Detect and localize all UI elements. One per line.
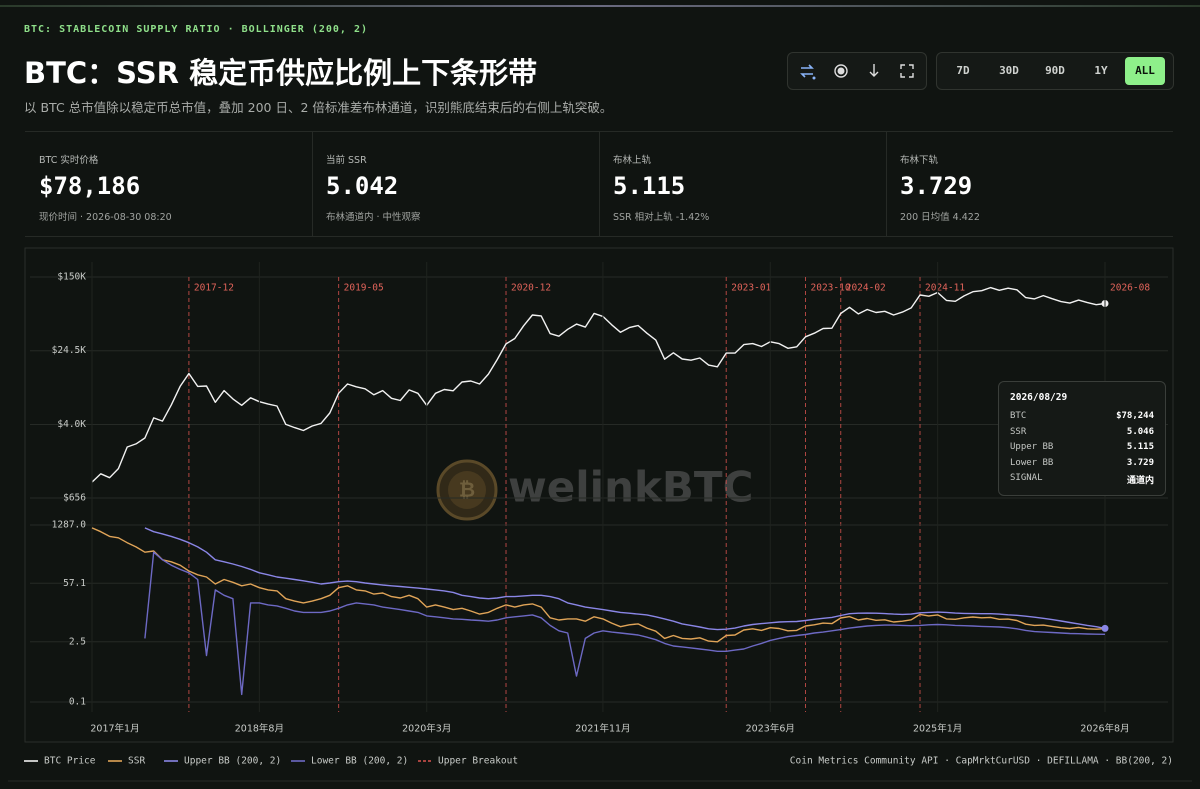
legend-label: Lower BB (200, 2): [311, 756, 408, 767]
x-tick-label: 2017年1月: [90, 723, 139, 735]
y-tick-label: $150K: [57, 272, 86, 283]
series-line: [91, 286, 1106, 483]
chart-panel: [24, 247, 1174, 743]
tooltip-row: SSR 5.046: [1010, 427, 1154, 441]
legend-label: Upper Breakout: [438, 756, 518, 767]
page-title: BTC：SSR 稳定币供应比例上下条形带: [24, 56, 538, 90]
fullscreen-icon[interactable]: [898, 62, 916, 80]
stat-card: 当前 SSR 5.042 布林通道内 · 中性观察: [312, 132, 600, 236]
stat-card: 布林上轨 5.115 SSR 相对上轨 -1.42%: [599, 132, 887, 236]
download-icon[interactable]: [865, 62, 883, 80]
last-point: [1101, 624, 1109, 632]
tooltip-value: 5.046: [1126, 426, 1154, 437]
source-note: Coin Metrics Community API · CapMrktCurU…: [790, 756, 1173, 767]
y-tick-label: 2.5: [69, 636, 86, 647]
series-line: [144, 527, 1106, 631]
x-tick-label: 2025年1月: [913, 723, 962, 735]
toolbar: [787, 52, 927, 90]
legend-label: BTC Price: [44, 756, 96, 767]
range-button[interactable]: 1Y: [1094, 64, 1108, 77]
tooltip-value: 通道内: [1126, 476, 1154, 486]
stat-note: 现价时间 · 2026-08-30 08:20: [39, 212, 172, 223]
watermark-text: welinkBTC: [508, 463, 753, 512]
stat-value: 5.115: [613, 172, 686, 200]
tooltip-label: Upper BB: [1010, 442, 1054, 452]
tooltip-label: Lower BB: [1010, 457, 1054, 468]
range-button[interactable]: 90D: [1045, 64, 1065, 77]
tooltip-value: 3.729: [1126, 457, 1154, 468]
record-icon[interactable]: [832, 62, 850, 80]
range-button[interactable]: 30D: [999, 64, 1019, 77]
stat-note: 布林通道内 · 中性观察: [326, 212, 421, 223]
breakout-label: 2023-10: [811, 283, 851, 294]
tooltip-row: Upper BB 5.115: [1010, 442, 1154, 456]
stat-label: 布林上轨: [613, 155, 652, 166]
x-tick-label: 2018年8月: [235, 723, 284, 735]
y-tick-label: 0.1: [69, 697, 86, 708]
stat-value: 3.729: [900, 172, 973, 200]
svg-text:₿: ₿: [459, 478, 475, 502]
breakout-label: 2017-12: [194, 283, 234, 294]
stat-label: 布林下轨: [900, 155, 939, 166]
stat-label: BTC 实时价格: [39, 155, 99, 166]
tooltip-row: Lower BB 3.729: [1010, 458, 1154, 472]
watermark: ₿ welinkBTC: [436, 459, 753, 521]
tooltip-value: $78,244: [1116, 411, 1154, 421]
x-tick-label: 2026年8月: [1080, 723, 1129, 735]
tooltip-row: SIGNAL 通道内: [1010, 473, 1154, 487]
breakout-label: 2024-11: [925, 283, 965, 294]
stat-label: 当前 SSR: [326, 155, 367, 166]
stat-value: 5.042: [326, 172, 399, 200]
tooltip-label: SSR: [1010, 426, 1027, 437]
tooltip-date: 2026/08/29: [1010, 392, 1068, 403]
range-selector: 7D 30D 90D 1Y ALL: [936, 52, 1174, 90]
x-tick-label: 2021年11月: [575, 723, 630, 735]
breakout-label: 2023-01: [731, 283, 771, 294]
swap-icon[interactable]: [798, 62, 816, 80]
tooltip-label: SIGNAL: [1010, 473, 1043, 483]
series-line: [91, 527, 1106, 643]
kicker: BTC: STABLECOIN SUPPLY RATIO · BOLLINGER…: [24, 24, 369, 35]
breakout-label: 2019-05: [344, 283, 384, 294]
legend-label: Upper BB (200, 2): [184, 756, 281, 767]
breakout-label: 2026-08: [1110, 283, 1150, 294]
stat-cards: BTC 实时价格 $78,186 现价时间 · 2026-08-30 08:20 当前…: [25, 131, 1173, 237]
tooltip-label: BTC: [1010, 411, 1027, 421]
range-button[interactable]: ALL: [1125, 57, 1165, 85]
top-bar: [0, 5, 1200, 7]
legend-label: SSR: [128, 756, 145, 767]
y-tick-label: $656: [63, 493, 86, 504]
tooltip-row: BTC $78,244: [1010, 411, 1154, 425]
subtitle: 以 BTC 总市值除以稳定币总市值，叠加 200 日、2 倍标准差布林通道，识别…: [24, 100, 613, 115]
x-tick-label: 2023年6月: [746, 723, 795, 735]
breakout-label: 2024-02: [846, 283, 886, 294]
tooltip-value: 5.115: [1126, 442, 1154, 452]
y-tick-label: 57.1: [63, 578, 86, 589]
stat-value: $78,186: [39, 172, 141, 200]
series-line: [144, 551, 1106, 696]
stat-note: SSR 相对上轨 -1.42%: [613, 212, 710, 223]
tooltip: 2026/08/29 BTC $78,244 SSR 5.046 Upper BB 5.1…: [998, 381, 1166, 496]
stat-card: 布林下轨 3.729 200 日均值 4.422: [886, 132, 1173, 236]
y-tick-label: 1287.0: [52, 520, 87, 531]
breakout-label: 2020-12: [511, 283, 551, 294]
x-tick-label: 2020年3月: [402, 723, 451, 735]
range-button[interactable]: 7D: [956, 64, 970, 77]
stat-note: 200 日均值 4.422: [900, 212, 980, 223]
y-tick-label: $24.5K: [52, 345, 87, 356]
stat-card: BTC 实时价格 $78,186 现价时间 · 2026-08-30 08:20: [25, 132, 313, 236]
y-tick-label: $4.0K: [57, 419, 86, 430]
